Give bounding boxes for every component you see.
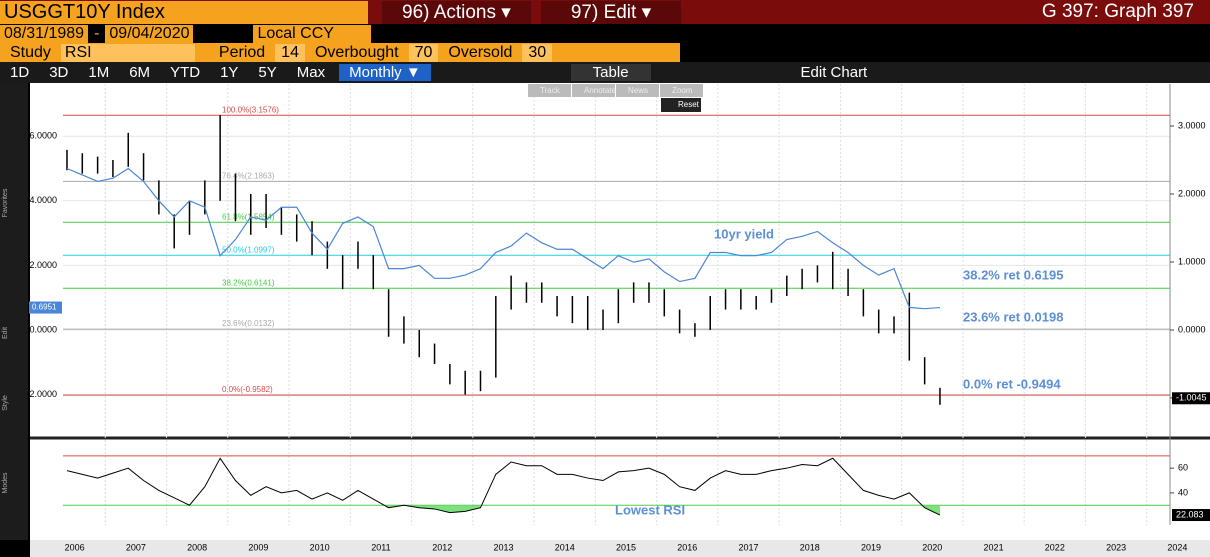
- yield-line: [66, 167, 941, 310]
- annotation: 38.2% ret 0.6195: [963, 267, 1063, 282]
- title-bar: USGGT10Y Index 96) Actions ▾ 97) Edit ▾ …: [0, 0, 1210, 24]
- last-yield-label: 0.6951: [32, 303, 57, 312]
- range-button[interactable]: 1Y: [220, 64, 239, 81]
- x-tick-label: 2024: [1167, 542, 1187, 552]
- range-button[interactable]: 1D: [10, 64, 30, 81]
- side-label: Style: [2, 395, 9, 411]
- period-label: Period: [218, 43, 266, 61]
- x-tick-label: 2018: [800, 542, 820, 552]
- side-label: Modes: [2, 472, 9, 494]
- edit-chart-button[interactable]: Edit Chart: [800, 64, 868, 81]
- range-button[interactable]: 1M: [88, 64, 110, 81]
- y-tick-label: 6.0000: [29, 131, 57, 141]
- frequency[interactable]: Monthly ▼: [339, 64, 431, 81]
- rsi-tick-label: 60: [1178, 463, 1188, 473]
- rsi-line: [66, 457, 941, 516]
- fib-label: 76.4%(2.1863): [222, 171, 275, 180]
- y2-tick-label: 1.0000: [1178, 256, 1206, 266]
- study-label: Study: [10, 43, 51, 61]
- x-tick-label: 2010: [310, 542, 330, 552]
- toolbar: 1D 3D 1M 6M YTD 1Y 5Y Max Monthly ▼ Table Edit …: [0, 62, 1210, 83]
- x-tick-label: 2008: [187, 542, 207, 552]
- last-price-label: -1.0045: [1176, 393, 1207, 403]
- overbought-label: Overbought: [314, 43, 399, 61]
- tool-label: Zoom: [672, 86, 693, 95]
- overbought[interactable]: 70: [408, 43, 439, 62]
- y2-tick-label: 0.0000: [1178, 324, 1206, 334]
- x-tick-label: 2006: [65, 542, 85, 552]
- x-tick-label: 2021: [984, 542, 1004, 552]
- annotation: 23.6% ret 0.0198: [963, 309, 1063, 324]
- oversold-label: Oversold: [448, 43, 513, 61]
- annotation: Lowest RSI: [615, 502, 685, 517]
- range-button[interactable]: YTD: [170, 64, 201, 81]
- x-tick-label: 2007: [126, 542, 146, 552]
- reset-button: [661, 98, 701, 112]
- x-tick-label: 2020: [922, 542, 942, 552]
- currency[interactable]: Local CCY: [253, 24, 372, 43]
- range-button[interactable]: 5Y: [258, 64, 277, 81]
- x-tick-label: 2015: [616, 542, 636, 552]
- tool-button[interactable]: [572, 84, 615, 97]
- study-row: Study RSI Period 14 Overbought 70 Overso…: [0, 43, 1210, 62]
- study[interactable]: RSI: [60, 43, 195, 62]
- y-tick-label: 4.0000: [29, 195, 57, 205]
- table-button[interactable]: Table: [570, 64, 651, 81]
- range-button[interactable]: Max: [296, 64, 326, 81]
- x-tick-label: 2016: [677, 542, 697, 552]
- rsi-tick-label: 40: [1178, 487, 1188, 497]
- fib-label: 23.6%(0.0132): [222, 319, 275, 328]
- x-tick-label: 2009: [248, 542, 268, 552]
- y2-tick-label: 3.0000: [1178, 120, 1206, 130]
- x-tick-label: 2022: [1045, 542, 1065, 552]
- fib-label: 100.0%(3.1576): [222, 105, 279, 114]
- date-row: 08/31/1989- 09/04/2020 Local CCY: [0, 24, 1210, 43]
- start-date[interactable]: 08/31/1989: [0, 24, 89, 43]
- annotation: 0.0% ret -0.9494: [963, 376, 1061, 391]
- last-price-tag: [1172, 392, 1210, 405]
- oversold[interactable]: 30: [522, 43, 553, 62]
- side-label: Edit: [2, 327, 9, 339]
- tool-button[interactable]: [660, 84, 703, 97]
- edit-menu[interactable]: 97) Edit ▾: [540, 0, 682, 24]
- fib-label: 0.0%(-0.9582): [222, 385, 273, 394]
- tool-label: Track: [540, 86, 561, 95]
- y-tick-label: -2.0000: [26, 389, 57, 399]
- x-tick-label: 2023: [1106, 542, 1126, 552]
- rsi-tag: [1172, 509, 1210, 522]
- x-tick-label: 2019: [861, 542, 881, 552]
- rsi-last-label: 22.083: [1176, 509, 1204, 519]
- annotation: 10yr yield: [714, 226, 774, 241]
- last-yield-tag: [29, 301, 62, 314]
- x-tick-label: 2013: [493, 542, 513, 552]
- tool-button[interactable]: [528, 84, 571, 97]
- fib-label: 61.8%(1.5854): [222, 212, 275, 221]
- fib-label: 50.0%(1.0997): [222, 245, 275, 254]
- y2-tick-label: 2.0000: [1178, 188, 1206, 198]
- actions-menu[interactable]: 96) Actions ▾: [382, 0, 531, 24]
- graph-id: G 397: Graph 397: [1041, 1, 1194, 22]
- tool-button[interactable]: [616, 84, 659, 97]
- tool-label: Annotate: [584, 86, 617, 95]
- x-tick-label: 2012: [432, 542, 452, 552]
- end-date[interactable]: 09/04/2020: [105, 24, 194, 43]
- x-tick-label: 2014: [555, 542, 575, 552]
- period[interactable]: 14: [275, 43, 305, 62]
- reset-label: Reset: [678, 100, 700, 109]
- range-button[interactable]: 6M: [129, 64, 151, 81]
- x-tick-label: 2017: [739, 542, 759, 552]
- x-tick-label: 2011: [371, 542, 390, 552]
- side-label: Favorites: [2, 188, 9, 217]
- y-tick-label: 2.0000: [29, 260, 57, 270]
- fib-label: 38.2%(0.6141): [222, 278, 275, 287]
- tool-label: News: [628, 86, 648, 95]
- range-button[interactable]: 3D: [49, 64, 69, 81]
- ticker: USGGT10Y Index: [0, 0, 368, 24]
- chart: 2006 2007 2008 2009 2010 2011 2012 2013 2014 2015…: [0, 83, 1210, 557]
- y-tick-label: 0.0000: [29, 324, 57, 334]
